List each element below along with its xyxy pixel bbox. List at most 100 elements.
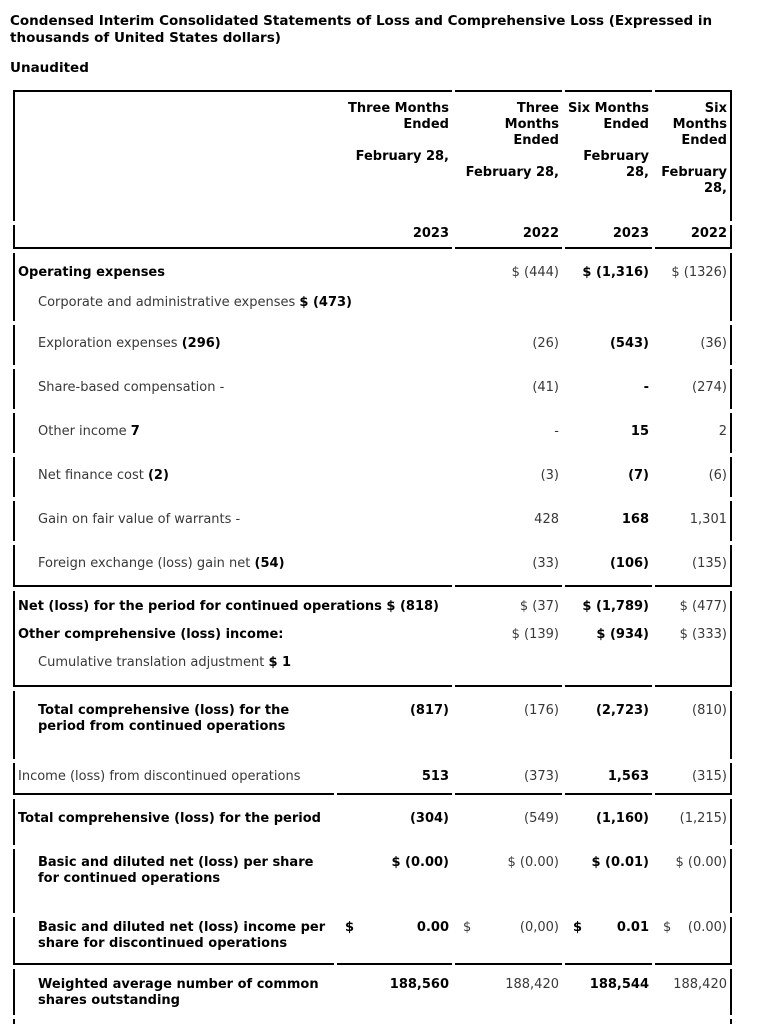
text-segment: 2 (718, 424, 727, 439)
text-segment: 188,544 (589, 977, 649, 992)
text-segment: 0.01 (616, 920, 649, 935)
text-segment: $ (139) (511, 627, 559, 642)
statement-table-body: Three Months Ended February 28, Three Months… (13, 90, 732, 1024)
value-line: (304) (337, 811, 449, 827)
table-row: Total comprehensive (loss) for the perio… (13, 799, 732, 845)
text-segment: 513 (421, 769, 449, 784)
label-line: Cumulative translation adjustment $ 1 (18, 655, 452, 671)
year-header-cell: 2023 (565, 225, 652, 249)
value-cell: (274) (655, 369, 732, 409)
table-row: Foreign exchange (loss) gain net (54) (33… (13, 545, 732, 587)
year-label: 2023 (412, 226, 449, 241)
value-cell (655, 1019, 732, 1024)
text-segment: Net finance cost (38, 468, 148, 483)
value-cell: (41) (455, 369, 562, 409)
currency-value-line: $0.01 (565, 920, 649, 936)
value-cell: (817) (337, 691, 452, 759)
text-segment: (304) (409, 811, 449, 826)
statement-table: Three Months Ended February 28, Three Months… (10, 86, 735, 1024)
text-segment: $ (37) (519, 599, 559, 614)
table-row: Gain on fair value of warrants - 428 168 1,… (13, 501, 732, 541)
value-cell: 513 (337, 763, 452, 795)
text-segment: - (554, 424, 559, 439)
text-segment: Corporate and administrative expenses (38, 295, 300, 310)
value-line: $ (139) (455, 627, 559, 643)
value-line: $ (0.00) (455, 855, 560, 871)
value-line: (817) (337, 703, 449, 719)
text-segment: $ (345, 920, 355, 935)
text-segment: (106) (609, 556, 649, 571)
document-title-line: Condensed Interim Consolidated Statement… (10, 13, 713, 29)
value-cell: (549) (455, 799, 562, 845)
row-label: Net (loss) for the period for continued … (13, 591, 452, 687)
value-line: (6) (655, 468, 727, 484)
value-line: (315) (655, 769, 727, 785)
row-label: Net finance cost (2) (13, 457, 452, 497)
value-cell: $0.00 (337, 917, 452, 965)
text-segment: (54) (254, 556, 285, 571)
text-segment: 1,301 (689, 512, 727, 527)
label-line: Other income 7 (18, 424, 452, 440)
value-cell: (810) (655, 691, 732, 759)
text-segment: (33) (532, 556, 559, 571)
value-line: 428 (455, 512, 559, 528)
value-cell: $ (0.00) (655, 849, 732, 913)
table-row: Exploration expenses (296) (26) (543) (36) (13, 325, 732, 365)
text-segment: Total comprehensive (loss) for the (38, 703, 290, 718)
table-row: Net (loss) for the period for continued … (13, 591, 732, 687)
value-line: (7) (565, 468, 649, 484)
value-line: (41) (455, 380, 559, 396)
text-segment: (2) (147, 468, 169, 483)
value-cell: $ (1326) (655, 253, 732, 321)
text-segment: 188,420 (673, 977, 727, 992)
label-line: Total comprehensive (loss) for the (18, 703, 334, 719)
value-cell: 428 (455, 501, 562, 541)
label-line: Operating expenses (18, 265, 452, 281)
text-segment: Basic and diluted net (loss) per share (38, 855, 314, 870)
text-segment: (810) (692, 703, 727, 718)
table-header-row: Three Months Ended February 28, Three Months… (13, 90, 732, 221)
row-label: Foreign exchange (loss) gain net (54) (13, 545, 452, 587)
text-segment: (1,160) (595, 811, 649, 826)
header-line: Ended (681, 133, 727, 148)
label-line: Share-based compensation - (18, 380, 452, 396)
value-line: (274) (655, 380, 727, 396)
value-cell: - (455, 413, 562, 453)
label-line: Weighted average number of common (18, 977, 334, 993)
text-segment: period from continued operations (38, 719, 286, 734)
value-cell: $ (0.00) (655, 917, 732, 965)
value-cell: (2,723) (565, 691, 652, 759)
text-segment: $ (0.00) (507, 855, 560, 870)
value-line: $ (0.01) (565, 855, 649, 871)
text-segment: (3) (540, 468, 559, 483)
spacer-line (655, 149, 727, 165)
header-line: 28, (625, 165, 649, 180)
text-segment: (0,00) (519, 920, 559, 935)
spacer-line (565, 133, 649, 149)
text-segment: - (643, 380, 649, 395)
text-segment: (36) (700, 336, 727, 351)
text-segment: share for discontinued operations (38, 936, 288, 951)
value-cell: (135) (655, 545, 732, 587)
text-segment: (315) (692, 769, 727, 784)
text-segment: (274) (692, 380, 727, 395)
text-segment: $ (934) (596, 627, 649, 642)
row-label: Share-based compensation - (13, 369, 452, 409)
value-cell: (26) (455, 325, 562, 365)
text-segment: shares outstanding (38, 993, 180, 1008)
year-header-row: 2023 2022 2023 2022 (13, 225, 732, 249)
value-line: (36) (655, 336, 727, 352)
value-cell: (3) (455, 457, 562, 497)
label-line: Corporate and administrative expenses $ … (18, 295, 452, 311)
value-line: (1,160) (565, 811, 649, 827)
text-segment: Other income (38, 424, 131, 439)
header-line: Ended (603, 117, 649, 132)
value-line: - (455, 424, 559, 440)
text-segment: Cumulative translation adjustment (38, 655, 269, 670)
value-cell: - (565, 369, 652, 409)
header-line: February (661, 165, 727, 180)
header-line: Three (516, 101, 559, 116)
value-cell: 188,420 (455, 969, 562, 1015)
value-line: (2,723) (565, 703, 649, 719)
